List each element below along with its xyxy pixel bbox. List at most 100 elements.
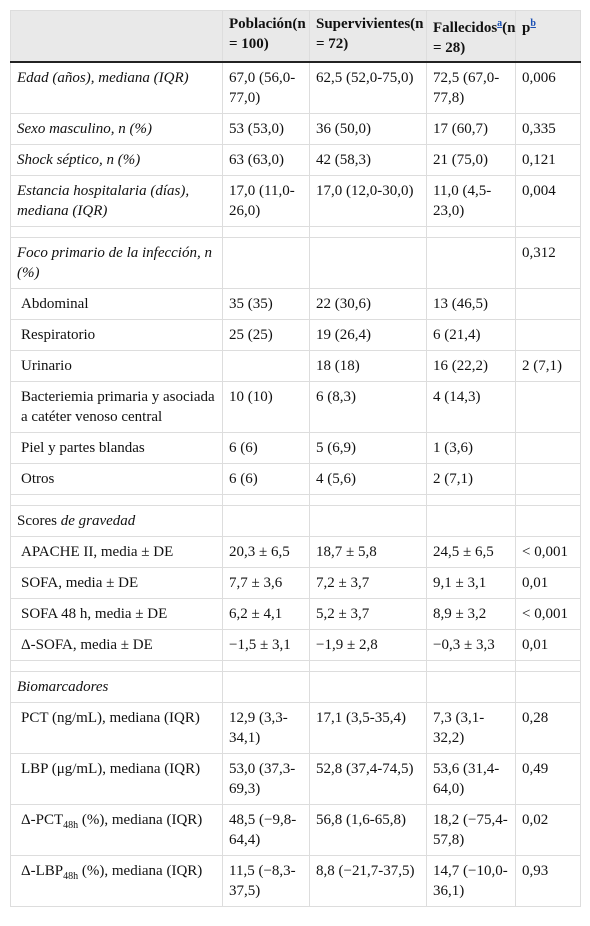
empty-cell [515, 226, 581, 238]
row-label: Shock séptico, n (%) [10, 144, 223, 176]
value-cell: 5,2 ± 3,7 [309, 598, 427, 630]
table-row: Foco primario de la infección, n (%) 0,31… [10, 237, 581, 289]
empty-cell [309, 660, 427, 672]
value-cell [426, 237, 516, 289]
value-cell: 13 (46,5) [426, 288, 516, 320]
empty-cell [426, 226, 516, 238]
table-row: SOFA 48 h, media ± DE 6,2 ± 4,1 5,2 ± 3,7 8… [10, 598, 581, 630]
value-cell: −0,3 ± 3,3 [426, 629, 516, 661]
value-cell: 11,5 (−8,3-37,5) [222, 855, 310, 907]
value-cell: 22 (30,6) [309, 288, 427, 320]
value-cell: 4 (5,6) [309, 463, 427, 495]
value-cell: 0,01 [515, 567, 581, 599]
table-row: Δ-SOFA, media ± DE −1,5 ± 3,1 −1,9 ± 2,8 −0… [10, 629, 581, 661]
row-label: Otros [10, 463, 223, 495]
value-cell: 10 (10) [222, 381, 310, 433]
text-segment: Bacteriemia primaria y asociada a catéte… [21, 389, 215, 425]
table-header: Población(n = 100) Supervivientes(n = 72)… [10, 10, 581, 63]
text-segment: Urinario [21, 358, 72, 374]
text-segment: Δ-LBP [21, 863, 64, 879]
value-cell: 7,3 (3,1-32,2) [426, 702, 516, 754]
value-cell: 17,0 (12,0-30,0) [309, 175, 427, 227]
value-cell: 6 (6) [222, 432, 310, 464]
text-segment: Δ-PCT [21, 812, 64, 828]
table-row: APACHE II, media ± DE 20,3 ± 6,5 18,7 ± 5,… [10, 536, 581, 568]
row-label: Urinario [10, 350, 223, 382]
row-label: Respiratorio [10, 319, 223, 351]
value-cell [222, 505, 310, 537]
value-cell [309, 237, 427, 289]
row-label: Δ-LBP48h (%), mediana (IQR) [10, 855, 223, 907]
empty-cell [515, 660, 581, 672]
table-row: Urinario 18 (18) 16 (22,2) 2 (7,1) [10, 350, 581, 382]
text-segment: Foco primario de la infección, n (%) [17, 245, 212, 281]
value-cell: 8,9 ± 3,2 [426, 598, 516, 630]
empty-cell [222, 660, 310, 672]
value-cell: 1 (3,6) [426, 432, 516, 464]
value-cell: −1,5 ± 3,1 [222, 629, 310, 661]
value-cell: 2 (7,1) [515, 350, 581, 382]
text-segment: SOFA 48 h, media ± DE [21, 606, 168, 622]
value-cell: 7,7 ± 3,6 [222, 567, 310, 599]
value-cell [426, 505, 516, 537]
value-cell: 0,28 [515, 702, 581, 754]
value-cell: 7,2 ± 3,7 [309, 567, 427, 599]
text-segment: (%), mediana (IQR) [78, 812, 203, 828]
row-label: Δ-SOFA, media ± DE [10, 629, 223, 661]
value-cell: 8,8 (−21,7-37,5) [309, 855, 427, 907]
value-cell: 24,5 ± 6,5 [426, 536, 516, 568]
value-cell: 20,3 ± 6,5 [222, 536, 310, 568]
table-body: Edad (años), mediana (IQR) 67,0 (56,0-77,… [10, 61, 581, 907]
value-cell: 63 (63,0) [222, 144, 310, 176]
value-cell: 0,93 [515, 855, 581, 907]
table-row: Δ-LBP48h (%), mediana (IQR) 11,5 (−8,3-37… [10, 855, 581, 907]
value-cell: 67,0 (56,0-77,0) [222, 61, 310, 114]
row-label: Foco primario de la infección, n (%) [10, 237, 223, 289]
value-cell [515, 319, 581, 351]
text-segment: Fallecidos [433, 20, 498, 36]
empty-cell [222, 494, 310, 506]
value-cell: 6 (21,4) [426, 319, 516, 351]
row-label: Scores de gravedad [10, 505, 223, 537]
empty-cell [10, 494, 223, 506]
text-segment: (%), mediana (IQR) [78, 863, 203, 879]
value-cell: 16 (22,2) [426, 350, 516, 382]
row-label: Δ-PCT48h (%), mediana (IQR) [10, 804, 223, 856]
value-cell [515, 505, 581, 537]
empty-cell [309, 494, 427, 506]
row-label: Bacteriemia primaria y asociada a catéte… [10, 381, 223, 433]
value-cell: 21 (75,0) [426, 144, 516, 176]
text-segment: Estancia hospitalaria (días), mediana (I… [17, 183, 190, 219]
row-label: Piel y partes blandas [10, 432, 223, 464]
value-cell: 6,2 ± 4,1 [222, 598, 310, 630]
table-row: Abdominal 35 (35) 22 (30,6) 13 (46,5) [10, 288, 581, 320]
value-cell: 18 (18) [309, 350, 427, 382]
empty-cell [426, 660, 516, 672]
value-cell: 4 (14,3) [426, 381, 516, 433]
table-row: Sexo masculino, n (%) 53 (53,0) 36 (50,0) 1… [10, 113, 581, 145]
value-cell: 18,7 ± 5,8 [309, 536, 427, 568]
row-label: Estancia hospitalaria (días), mediana (I… [10, 175, 223, 227]
table-row: SOFA, media ± DE 7,7 ± 3,6 7,2 ± 3,7 9,1 ± … [10, 567, 581, 599]
row-label: Sexo masculino, n (%) [10, 113, 223, 145]
value-cell: 42 (58,3) [309, 144, 427, 176]
header-row: Población(n = 100) Supervivientes(n = 72)… [10, 10, 581, 63]
value-cell: 25 (25) [222, 319, 310, 351]
table-row: Edad (años), mediana (IQR) 67,0 (56,0-77,… [10, 61, 581, 114]
text-segment: Δ-SOFA, media ± DE [21, 637, 153, 653]
row-label: PCT (ng/mL), mediana (IQR) [10, 702, 223, 754]
header-cell: pb [515, 10, 581, 63]
value-cell: 53,0 (37,3-69,3) [222, 753, 310, 805]
text-segment: Sexo masculino, n (%) [17, 121, 152, 137]
table-row: PCT (ng/mL), mediana (IQR) 12,9 (3,3-34,1… [10, 702, 581, 754]
table-row: Scores de gravedad [10, 505, 581, 537]
footnote-ref[interactable]: b [530, 18, 536, 29]
value-cell: 48,5 (−9,8-64,4) [222, 804, 310, 856]
footnote-ref[interactable]: a [497, 18, 503, 29]
table-row: Bacteriemia primaria y asociada a catéte… [10, 381, 581, 433]
text-segment: Abdominal [21, 296, 89, 312]
table-row: Biomarcadores [10, 671, 581, 703]
value-cell: 35 (35) [222, 288, 310, 320]
value-cell: 0,49 [515, 753, 581, 805]
value-cell: 52,8 (37,4-74,5) [309, 753, 427, 805]
